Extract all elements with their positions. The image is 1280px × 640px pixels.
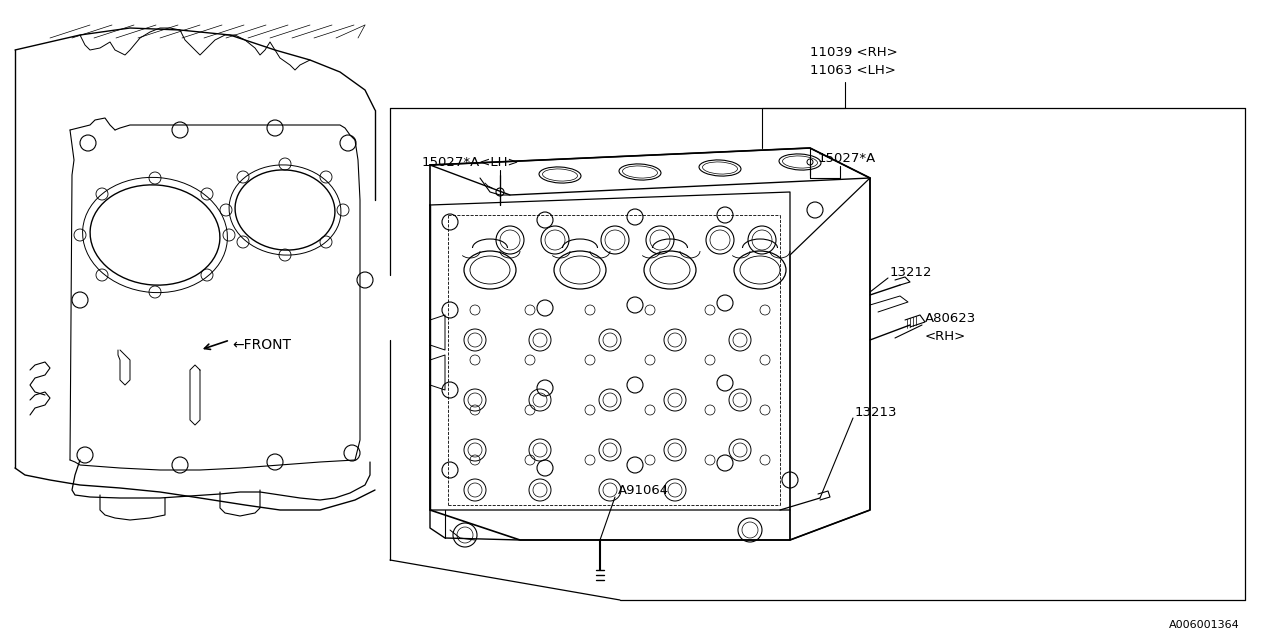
Text: 15027*A: 15027*A: [818, 152, 877, 164]
Text: 13213: 13213: [855, 406, 897, 419]
Text: 15027*A<LH>: 15027*A<LH>: [422, 156, 520, 168]
Text: 11063 <LH>: 11063 <LH>: [810, 63, 896, 77]
Text: A006001364: A006001364: [1169, 620, 1240, 630]
Text: 13212: 13212: [890, 266, 933, 278]
Text: A80623: A80623: [925, 312, 977, 324]
Text: A91064: A91064: [618, 483, 669, 497]
Text: <RH>: <RH>: [925, 330, 966, 342]
Text: 11039 <RH>: 11039 <RH>: [810, 45, 897, 58]
Text: ←FRONT: ←FRONT: [232, 338, 291, 352]
